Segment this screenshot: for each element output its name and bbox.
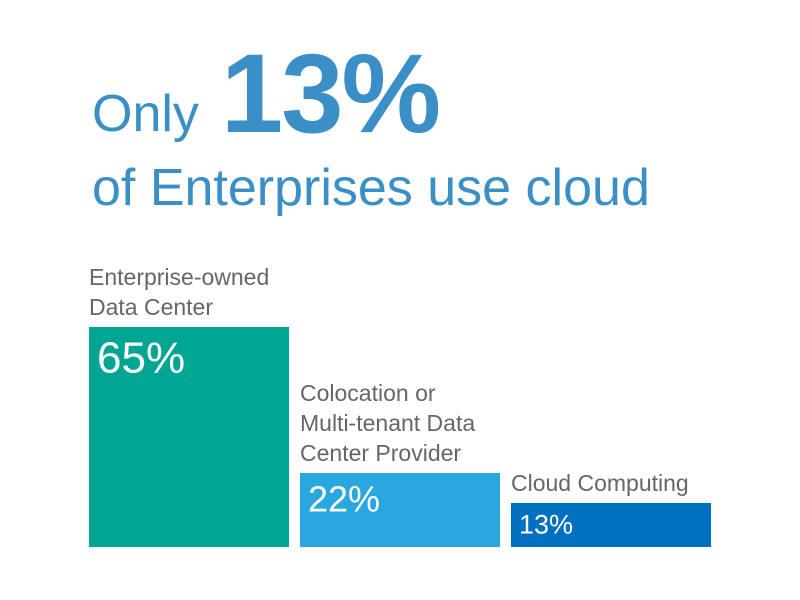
headline-percent: 13% [220, 31, 441, 156]
bar-value-label-2: 22% [308, 478, 380, 519]
bar-3 [511, 503, 711, 547]
bar-2 [300, 473, 500, 547]
headline-line-1: Only 13% [92, 31, 441, 156]
bar-category-label-3-line-1: Cloud Computing [511, 470, 689, 496]
bar-category-label-2-line-3: Center Provider [300, 440, 461, 466]
bar-category-label-2-line-1: Colocation or [300, 380, 436, 406]
bar-value-label-3: 13% [519, 509, 573, 539]
bar-category-label-2-line-2: Multi-tenant Data [300, 410, 475, 436]
bar-category-label-1-line-1: Enterprise-owned [89, 264, 269, 290]
bar-category-label-1-line-2: Data Center [89, 294, 213, 320]
headline-prefix: Only [92, 85, 199, 143]
bar-1 [89, 327, 289, 547]
bar-value-label-1: 65% [97, 334, 185, 383]
headline-line-2: of Enterprises use cloud [92, 159, 650, 217]
